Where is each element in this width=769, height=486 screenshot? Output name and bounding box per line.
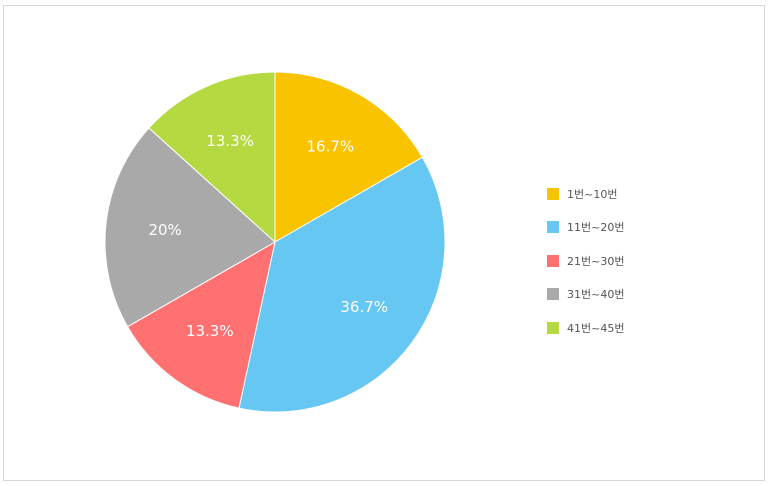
legend-swatch-icon <box>547 254 559 267</box>
chart-legend: 1번~10번 11번~20번 21번~30번 31번~40번 41번~45번 <box>547 177 624 345</box>
pie-slice-4 <box>104 127 276 328</box>
slice-value-label-5: 13.3% <box>206 132 254 150</box>
legend-label: 31번~40번 <box>567 288 625 302</box>
legend-label: 21번~30번 <box>567 254 625 268</box>
slice-value-label-3: 13.3% <box>186 322 234 340</box>
legend-label: 11번~20번 <box>567 221 625 235</box>
slice-value-label-4: 20% <box>148 221 181 239</box>
legend-item-3[interactable]: 21번~30번 <box>547 244 624 278</box>
legend-swatch-icon <box>547 221 559 234</box>
pie-slice-3 <box>126 241 276 409</box>
pie-slice-5 <box>148 71 276 244</box>
legend-swatch-icon <box>547 187 559 200</box>
legend-label: 1번~10번 <box>567 187 618 201</box>
legend-swatch-icon <box>547 321 559 334</box>
pie-slice-1 <box>274 71 424 243</box>
legend-item-2[interactable]: 11번~20번 <box>547 211 624 245</box>
legend-item-4[interactable]: 31번~40번 <box>547 278 624 312</box>
legend-swatch-icon <box>547 288 559 301</box>
legend-label: 41번~45번 <box>567 321 625 335</box>
pie-slice-2 <box>238 156 446 413</box>
slice-value-label-2: 36.7% <box>340 298 388 316</box>
slice-value-label-1: 16.7% <box>307 137 355 155</box>
legend-item-5[interactable]: 41번~45번 <box>547 311 624 345</box>
legend-item-1[interactable]: 1번~10번 <box>547 177 624 211</box>
